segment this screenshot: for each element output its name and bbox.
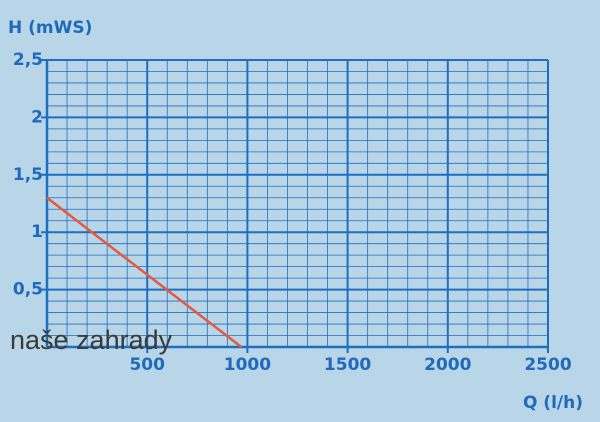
y-tick-label: 2 [31,107,43,127]
x-axis-title: Q (l/h) [523,393,583,413]
x-tick-label: 2000 [424,355,471,375]
x-tick-label: 500 [129,355,165,375]
y-tick-label: 0,5 [13,280,43,300]
y-axis-title: H (mWS) [8,18,92,38]
y-tick-label: 1 [31,222,43,242]
watermark: naše zahrady [10,325,173,355]
x-tick-label: 2500 [524,355,571,375]
pump-curve [46,196,243,348]
y-tick-label: 2,5 [13,50,43,70]
y-tick-label: 1,5 [13,165,43,185]
x-tick-label: 1500 [324,355,371,375]
x-tick-label: 1000 [224,355,271,375]
